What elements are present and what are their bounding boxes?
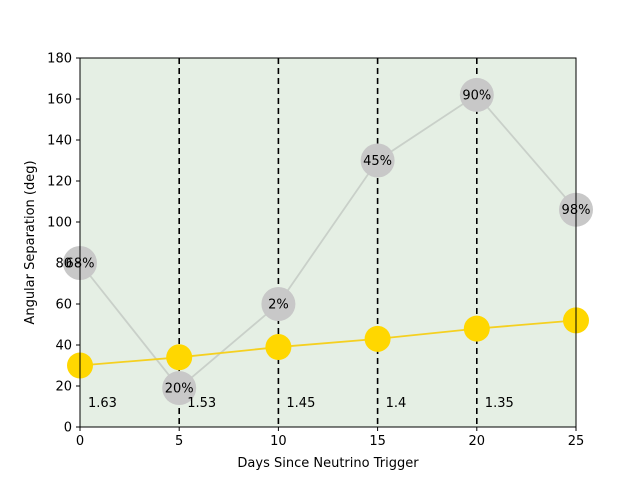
plot-background	[80, 58, 576, 427]
annotation-label: 1.63	[88, 396, 117, 411]
point-label: 90%	[462, 88, 491, 103]
y-tick-label: 60	[55, 298, 72, 313]
series-line-2	[79, 319, 577, 367]
series-lines-layer	[79, 93, 577, 390]
x-tick-label: 20	[469, 434, 486, 449]
x-axis-label: Days Since Neutrino Trigger	[237, 456, 419, 471]
x-tick-label: 25	[568, 434, 585, 449]
x-axis: 0 5 10 15 20 25	[76, 427, 584, 449]
x-tick-label: 0	[76, 434, 84, 449]
x-tick-label: 15	[369, 434, 386, 449]
series-2-point	[463, 315, 490, 342]
y-tick-label: 120	[47, 175, 72, 190]
y-tick-label: 80	[55, 257, 72, 272]
y-tick-label: 160	[47, 93, 72, 108]
point-label: 2%	[268, 298, 289, 313]
series-line-1	[79, 93, 577, 390]
series-2-point	[166, 344, 193, 371]
series-1-point	[261, 287, 296, 321]
markers-layer	[63, 77, 593, 406]
plot-frame	[79, 57, 577, 428]
series-1-point	[360, 143, 395, 178]
annotation-label: 1.53	[187, 396, 216, 411]
series-1-point	[459, 77, 494, 112]
annotation-label: 1.45	[286, 396, 315, 411]
series-2-point	[364, 325, 391, 352]
y-tick-label: 40	[55, 339, 72, 354]
annotation-label: 1.4	[386, 396, 407, 411]
y-tick-label: 0	[64, 421, 72, 436]
y-tick-label: 100	[47, 216, 72, 231]
y-tick-label: 20	[55, 380, 72, 395]
y-tick-label: 180	[47, 52, 72, 67]
vertical-lines-layer	[178, 58, 478, 427]
y-axis-label: Angular Separation (deg)	[23, 160, 38, 324]
x-tick-label: 10	[270, 434, 287, 449]
point-label: 20%	[165, 382, 194, 397]
point-label: 45%	[363, 154, 392, 169]
annotations-layer: 1.63 1.53 1.45 1.4 1.35	[88, 396, 514, 411]
series-2-point	[265, 334, 292, 361]
y-tick-label: 140	[47, 134, 72, 149]
series-1-point	[162, 371, 197, 406]
annotation-label: 1.35	[485, 396, 514, 411]
x-tick-label: 5	[175, 434, 183, 449]
y-axis: 0 20 40 60 80 100 120 140 160 180	[47, 52, 80, 436]
